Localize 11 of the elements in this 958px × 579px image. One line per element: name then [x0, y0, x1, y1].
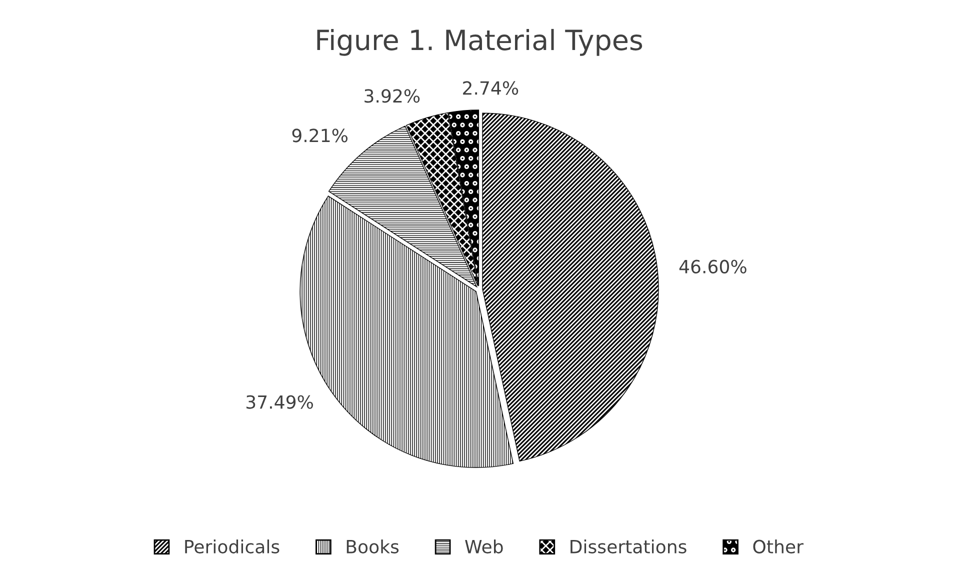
data-label: 37.49%	[246, 395, 313, 409]
legend-label: Dissertations	[570, 539, 686, 554]
data-label: 46.60%	[679, 260, 746, 274]
data-label: 3.92%	[364, 89, 420, 103]
legend-label: Books	[346, 539, 399, 554]
chart-title: Figure 1. Material Types	[317, 28, 642, 56]
legend-label: Other	[753, 539, 804, 554]
legend-label: Periodicals	[185, 539, 280, 554]
data-label: 2.74%	[463, 81, 518, 95]
data-label: 9.21%	[292, 128, 348, 142]
legend-label: Web	[465, 539, 503, 554]
